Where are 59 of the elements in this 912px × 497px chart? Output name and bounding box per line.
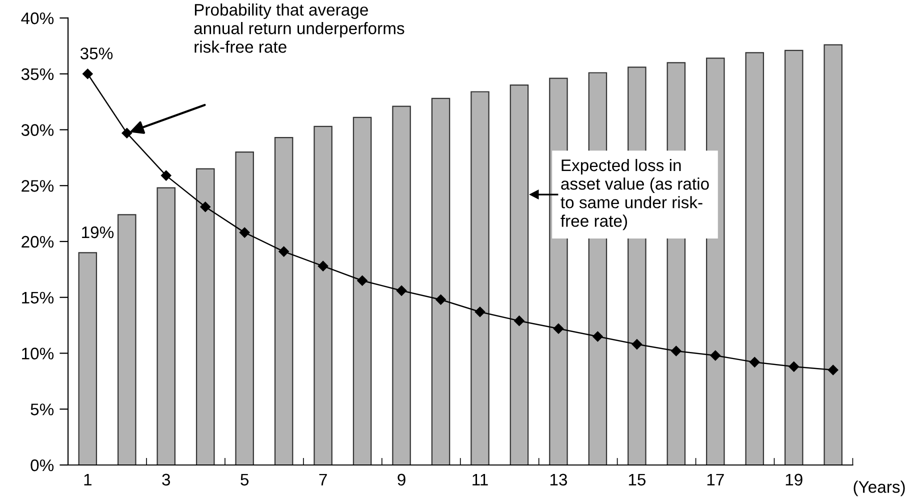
y-tick-label: 40%	[21, 12, 54, 24]
point	[200, 202, 210, 212]
point	[436, 294, 446, 305]
point	[592, 331, 603, 342]
point	[710, 350, 721, 361]
point	[514, 316, 524, 326]
bar	[274, 137, 294, 465]
bar	[196, 168, 215, 465]
point	[82, 68, 93, 79]
bar	[118, 214, 136, 465]
x-tick-label: 9	[398, 474, 406, 486]
x-tick-label: 17	[707, 474, 724, 486]
bar	[431, 98, 450, 465]
bar	[510, 84, 529, 465]
bar	[235, 152, 254, 465]
x-tick-label: 3	[162, 474, 170, 486]
x-tick-label: 5	[240, 474, 249, 486]
bar	[824, 44, 842, 465]
point	[553, 324, 564, 334]
point	[671, 346, 682, 356]
x-tick-label: 11	[472, 474, 488, 486]
bar	[314, 126, 332, 465]
point	[278, 246, 289, 257]
y-tick-label: 0%	[30, 459, 54, 472]
data-label: 19%	[82, 226, 114, 238]
point	[161, 170, 172, 181]
x-tick-label: 19	[786, 474, 802, 486]
point	[122, 128, 132, 138]
bar	[470, 91, 490, 465]
x-tick-label: 15	[628, 474, 646, 486]
y-tick-label: 10%	[22, 348, 54, 360]
y-tick-label: 20%	[22, 236, 54, 248]
y-tick-label: 15%	[22, 292, 54, 304]
point	[239, 227, 250, 238]
point	[357, 275, 368, 286]
y-tick-label: 30%	[21, 124, 54, 136]
bar	[156, 187, 176, 465]
bar	[745, 52, 764, 465]
bar	[78, 252, 98, 465]
point	[474, 306, 486, 318]
y-tick-label: 5%	[30, 404, 54, 416]
point	[750, 357, 760, 368]
data-label: 35%	[80, 48, 113, 60]
bar	[784, 50, 804, 465]
bar	[392, 106, 411, 465]
point	[632, 339, 642, 350]
annotation: Expected loss in asset value (as ratio to same under risk- free rate)	[560, 158, 709, 230]
x-tick-label: 7	[319, 474, 327, 486]
point	[788, 362, 799, 372]
bar	[352, 116, 372, 465]
x-tick-label: 13	[550, 474, 567, 486]
point	[396, 286, 407, 296]
y-tick-label: 25%	[22, 180, 54, 192]
x-tick-label: 1	[84, 474, 92, 486]
y-tick-label: 35%	[21, 68, 54, 80]
point	[828, 364, 838, 376]
annotation: Probability that average annual return underperforms risk-free rate	[194, 3, 404, 53]
x-axis-title: (Years)	[854, 480, 905, 496]
point	[318, 260, 328, 272]
